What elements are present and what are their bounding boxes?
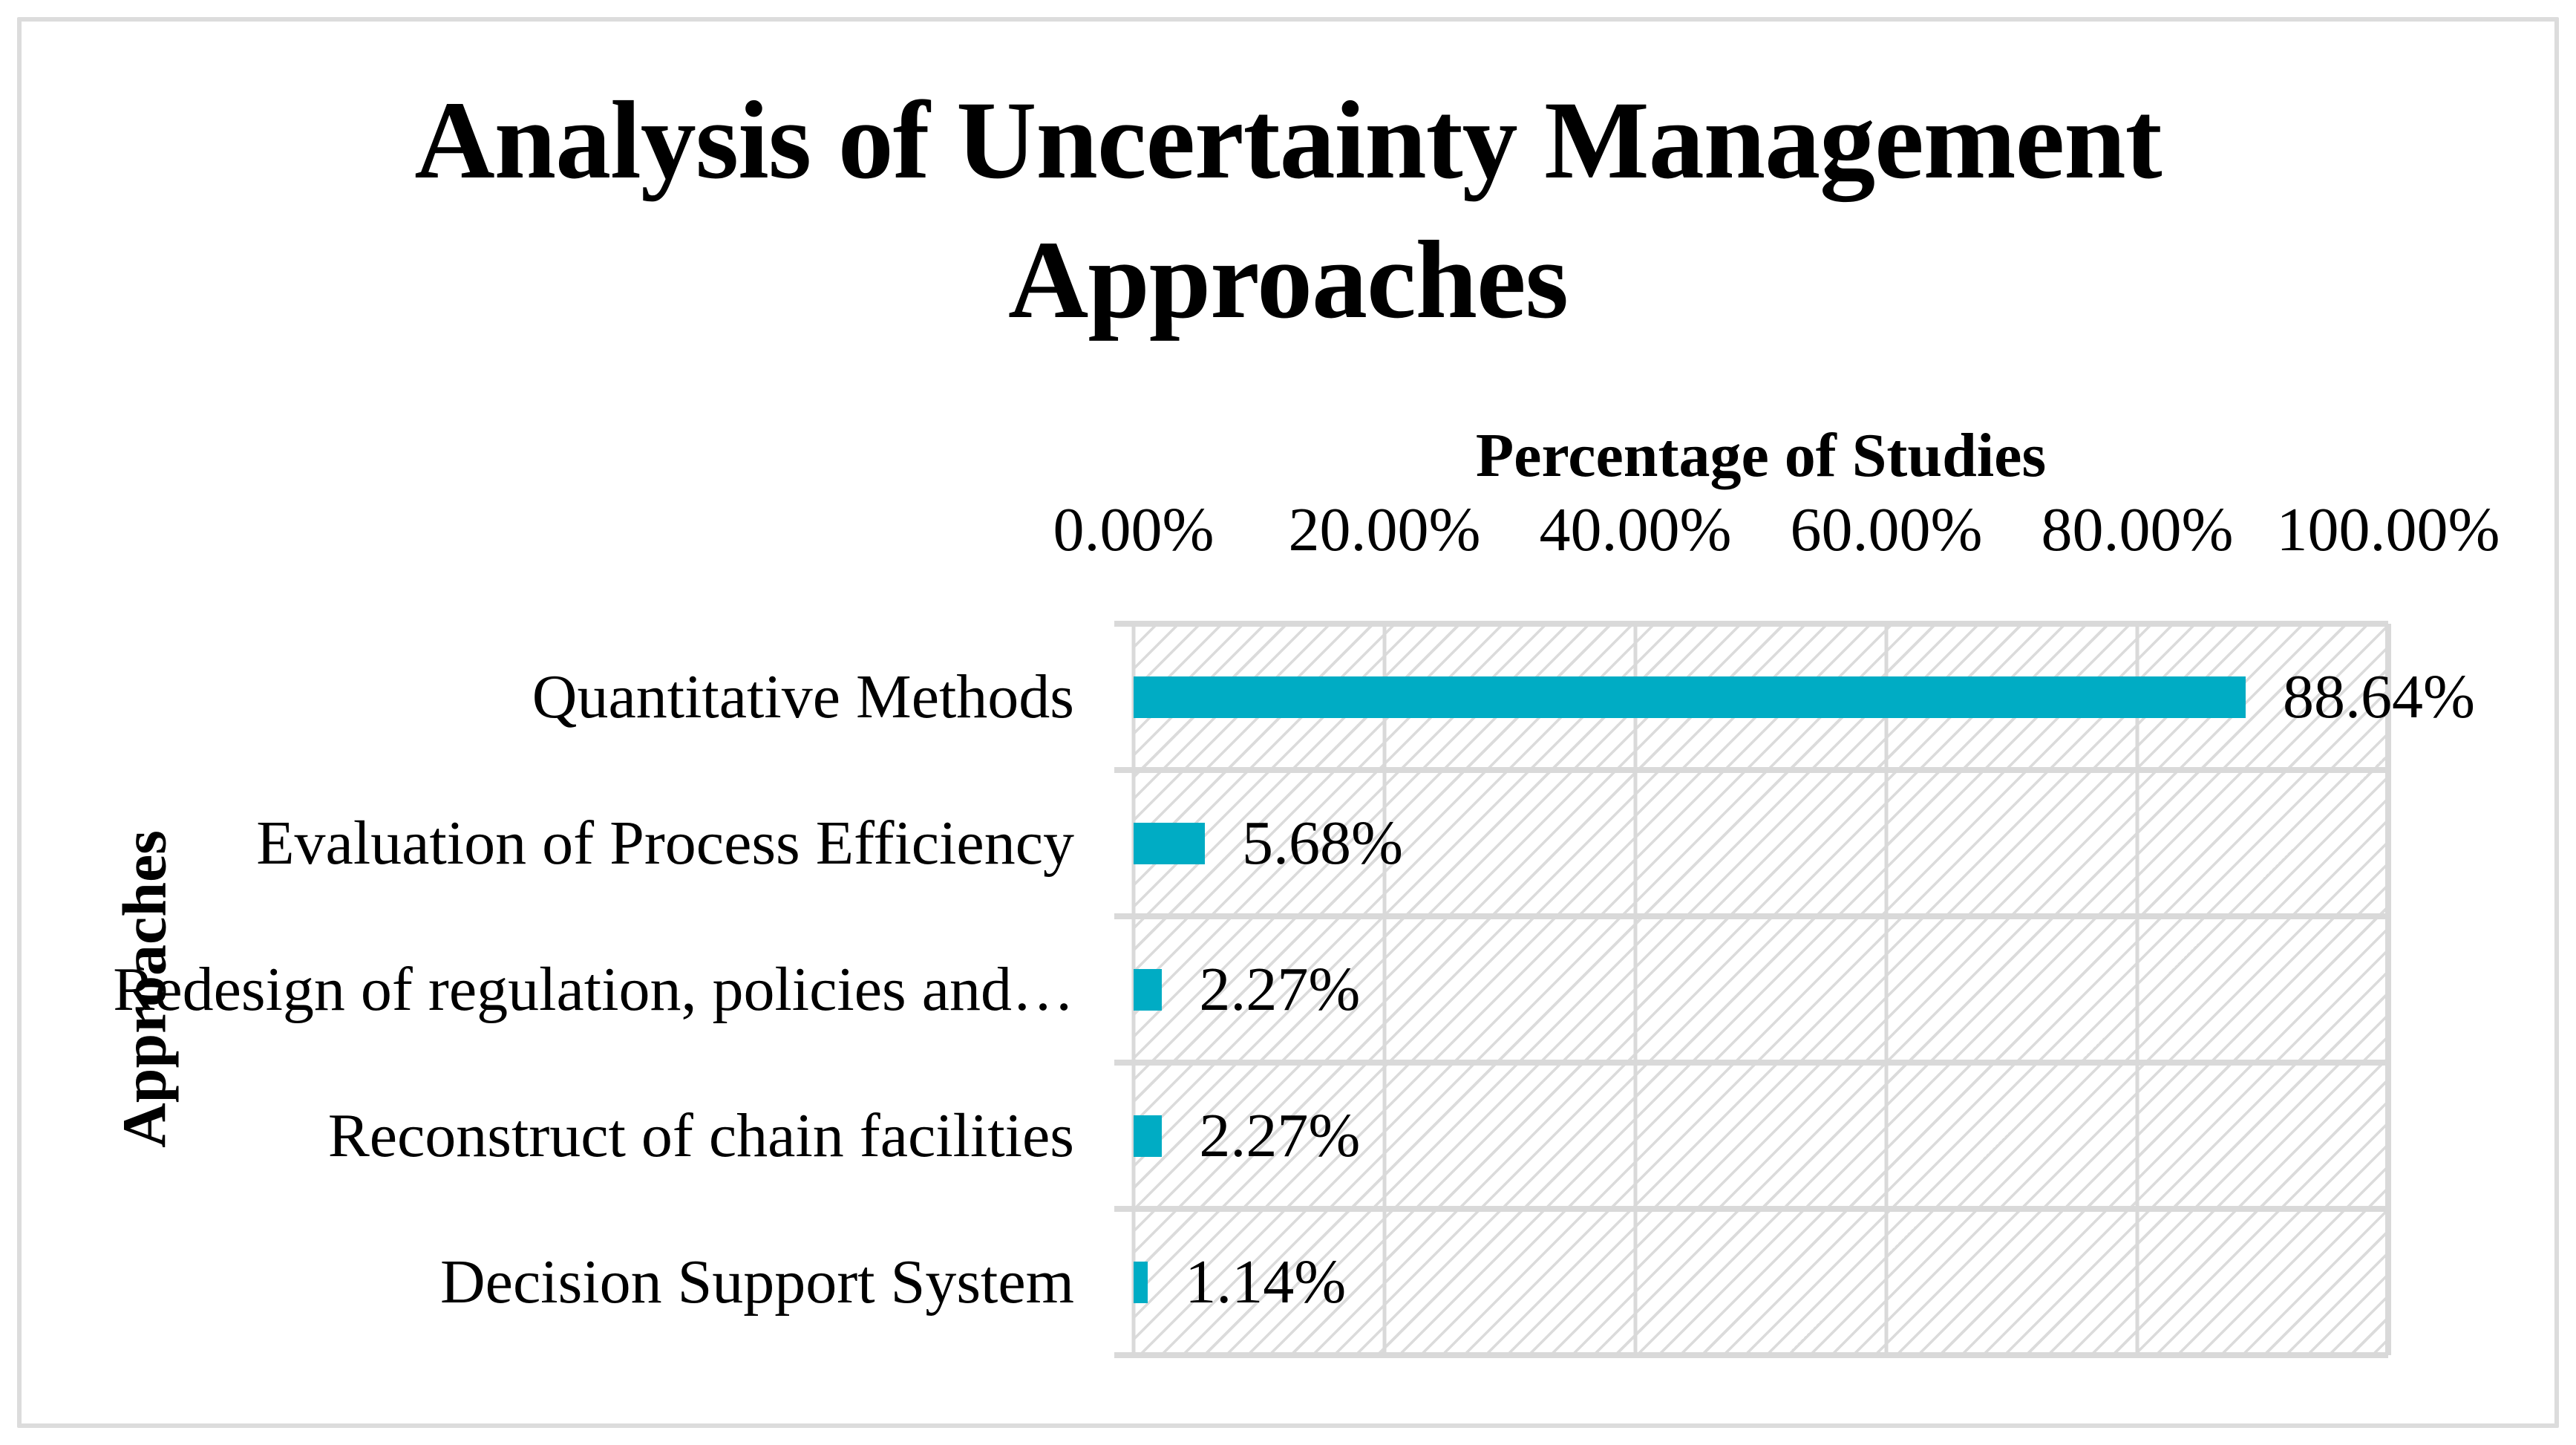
row-separator bbox=[1114, 1060, 2388, 1066]
x-tick-label: 100.00% bbox=[2276, 495, 2500, 564]
vertical-gridline bbox=[2135, 624, 2139, 1355]
bar bbox=[1134, 1115, 1163, 1157]
category-label: Quantitative Methods bbox=[532, 662, 1074, 731]
plot-top-edge bbox=[1114, 621, 2388, 627]
category-label: Decision Support System bbox=[440, 1247, 1074, 1317]
vertical-gridline bbox=[1884, 624, 1889, 1355]
bar-value-label: 88.64% bbox=[2283, 662, 2475, 731]
bar bbox=[1134, 968, 1163, 1011]
x-tick-label: 60.00% bbox=[1790, 495, 1983, 564]
bar bbox=[1134, 1261, 1148, 1303]
row-separator bbox=[1114, 767, 2388, 773]
bar-value-label: 2.27% bbox=[1199, 954, 1361, 1024]
vertical-gridline bbox=[1382, 624, 1387, 1355]
y-axis-category-labels: Quantitative Methods Evaluation of Proces… bbox=[19, 624, 1074, 1355]
plot-bottom-edge bbox=[1114, 1352, 2388, 1358]
plot-area: 88.64% 5.68% 2.27% 2.27% 1.14% bbox=[1114, 621, 2475, 1358]
row-separator bbox=[1114, 1206, 2388, 1212]
category-label: Evaluation of Process Efficiency bbox=[256, 808, 1074, 878]
x-tick-label: 80.00% bbox=[2041, 495, 2234, 564]
x-tick-label: 40.00% bbox=[1539, 495, 1732, 564]
category-label: Reconstruct of chain facilities bbox=[327, 1100, 1074, 1170]
vertical-gridline bbox=[2385, 624, 2391, 1355]
x-tick-label: 0.00% bbox=[1053, 495, 1215, 564]
bar bbox=[1134, 822, 1205, 864]
category-label: Redesign of regulation, policies and… bbox=[113, 954, 1074, 1024]
bar-value-label: 5.68% bbox=[1241, 808, 1403, 878]
row-separator bbox=[1114, 913, 2388, 919]
bar bbox=[1134, 676, 2246, 718]
bar-value-label: 1.14% bbox=[1185, 1247, 1347, 1317]
bar-value-label: 2.27% bbox=[1199, 1100, 1361, 1170]
chart-border bbox=[17, 17, 2559, 1428]
x-axis-tick-labels: 0.00% 20.00% 40.00% 60.00% 80.00% 100.00% bbox=[1053, 490, 2500, 564]
x-axis-title: Percentage of Studies bbox=[1475, 421, 2047, 490]
x-tick-label: 20.00% bbox=[1288, 495, 1481, 564]
chart-title-line-2: Approaches bbox=[1008, 218, 1569, 342]
chart-title-line-1: Analysis of Uncertainty Management bbox=[414, 79, 2162, 202]
chart-title: Analysis of Uncertainty Management Appro… bbox=[0, 71, 2576, 350]
vertical-gridline bbox=[1633, 624, 1638, 1355]
